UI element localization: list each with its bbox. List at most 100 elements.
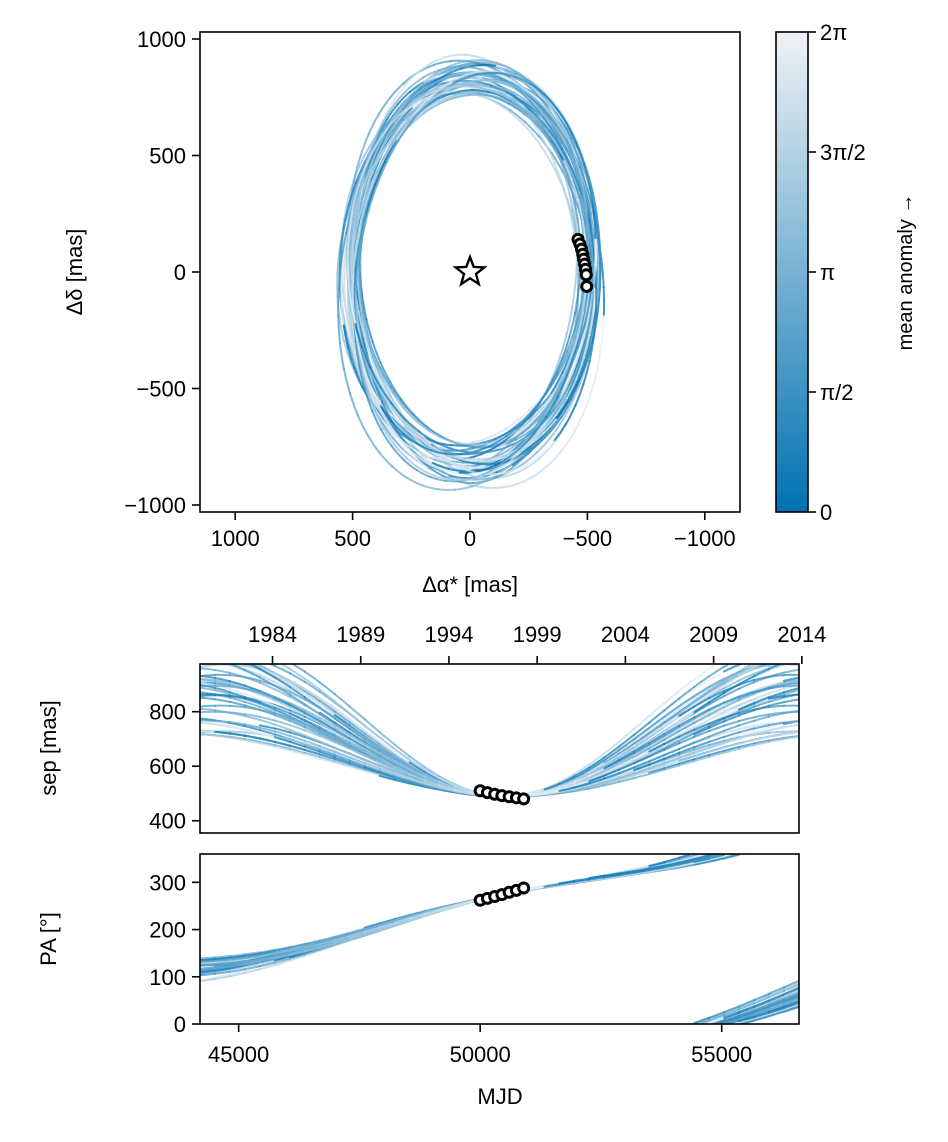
separation-segment [618, 750, 636, 762]
separation-segment [693, 697, 711, 708]
separation-segment [318, 730, 336, 740]
separation-curves [200, 642, 799, 799]
separation-segment [378, 736, 396, 751]
orbit-segment [338, 318, 345, 342]
position-angle-segment [678, 862, 696, 868]
separation-segment [363, 729, 381, 743]
orbit-segment [366, 434, 381, 454]
orbit-segment [498, 449, 516, 458]
separation-segment [228, 695, 246, 700]
separation-segment [318, 757, 336, 764]
colorbar-label: mean anomaly → [895, 194, 917, 351]
separation-segment [200, 642, 215, 646]
separation-segment [200, 729, 216, 733]
orbit-segment [354, 260, 360, 290]
separation-segment [753, 684, 770, 692]
orbit-segment [535, 403, 550, 421]
separation-segment [678, 755, 696, 763]
separation-segment [230, 643, 245, 645]
orbit-segment [375, 115, 388, 137]
position-angle-segment [768, 1007, 785, 1014]
separation-segment [200, 719, 216, 722]
orbit-segment [543, 385, 558, 404]
orbit-segment [403, 423, 420, 439]
orbit-segment [596, 274, 600, 304]
orbit-segment [406, 427, 422, 444]
separation-segment [423, 768, 441, 780]
position-angle-segment [303, 939, 321, 946]
separation-segment [693, 694, 711, 707]
orbit-segment [559, 121, 571, 143]
separation-segment [378, 767, 396, 776]
separation-segment [768, 733, 785, 739]
separation-segment [678, 760, 696, 767]
separation-segment [723, 664, 731, 668]
separation-segment [438, 784, 456, 791]
separation-segment [678, 705, 696, 717]
separation-segment [453, 789, 471, 794]
separation-segment [214, 669, 231, 674]
separation-segment [783, 709, 799, 715]
separation-segment [573, 787, 591, 793]
separation-segment [603, 759, 621, 770]
separation-segment [273, 674, 291, 686]
position-angle-segment [228, 958, 246, 963]
position-angle-segment [228, 966, 246, 972]
separation-segment [273, 745, 291, 752]
orbit-segment [437, 94, 456, 103]
colorbar-gradient [776, 32, 808, 512]
separation-segment [783, 720, 799, 724]
separation-segment [258, 667, 276, 679]
separation-segment [378, 745, 396, 758]
orbit-segment [342, 368, 351, 395]
orbit-segment [362, 322, 370, 349]
separation-segment [768, 726, 785, 732]
separation-segment [603, 768, 621, 777]
orbit-segment [508, 109, 526, 123]
position-angle-segment [273, 955, 291, 962]
orbit-segment [530, 97, 547, 113]
orbit-segment [464, 59, 483, 63]
orbit-segment [362, 312, 370, 337]
orbit-segment [417, 61, 433, 74]
orbit-segment [383, 382, 397, 406]
separation-segment [288, 747, 306, 754]
separation-segment [258, 664, 276, 675]
separation-segment [708, 703, 726, 714]
orbit-segment [423, 103, 440, 115]
orbit-segment [383, 139, 397, 163]
orbit-segment [339, 227, 345, 254]
separation-segment [648, 735, 666, 747]
separation-segment [678, 716, 696, 727]
separation-segment [243, 715, 261, 721]
separation-segment [215, 650, 230, 654]
position-angle-segment [243, 952, 261, 957]
separation-segment [200, 684, 216, 688]
orbit-segment [519, 403, 537, 419]
orbit-segment [539, 443, 554, 459]
orbit-segment [453, 75, 471, 85]
separation-segment [318, 745, 336, 753]
orbit-segment [457, 480, 475, 484]
separation-segment [768, 738, 785, 743]
separation-segment [408, 755, 426, 768]
orbit-segment [353, 366, 364, 388]
orbit-segment [346, 228, 351, 254]
orbit-segment [561, 335, 571, 360]
orbit-segment [391, 433, 406, 451]
separation-segment [633, 763, 651, 771]
separation-segment [783, 684, 799, 688]
orbit-segment [396, 86, 411, 102]
orbit-segment [389, 385, 404, 405]
orbit-segment [528, 415, 543, 429]
separation-segment [245, 657, 260, 661]
separation-segment [378, 765, 396, 774]
orbit-segment [483, 93, 500, 100]
orbit-segment [561, 398, 575, 421]
separation-segment [723, 687, 741, 698]
y-tick-label: 800 [149, 700, 186, 725]
separation-segment [633, 726, 651, 740]
separation-segment [678, 758, 696, 765]
separation-segment [693, 686, 711, 698]
orbit-segment [535, 114, 551, 132]
